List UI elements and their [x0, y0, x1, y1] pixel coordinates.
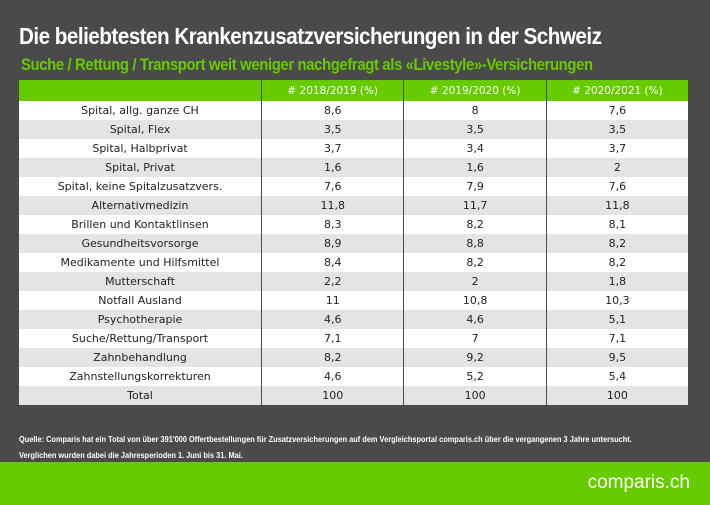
cell-value: 7 — [403, 329, 547, 348]
row-label: Medikamente und Hilfsmittel — [19, 253, 262, 272]
cell-value: 4,6 — [260, 310, 404, 329]
cell-value: 3,5 — [545, 120, 688, 139]
row-label: Notfall Ausland — [19, 291, 262, 310]
row-label: Gesundheitsvorsorge — [19, 234, 262, 253]
cell-value: 11,7 — [403, 196, 547, 215]
cell-value: 1,6 — [403, 158, 547, 177]
source-line: Verglichen wurden dabei die Jahresperiod… — [19, 450, 243, 460]
cell-value: 7,1 — [260, 329, 404, 348]
cell-value: 5,4 — [545, 367, 688, 386]
cell-value: 2,2 — [260, 272, 404, 291]
row-label: Brillen und Kontaktlinsen — [19, 215, 262, 234]
row-label: Spital, Halbprivat — [19, 139, 262, 158]
column-header — [19, 80, 262, 101]
cell-value: 8 — [403, 101, 547, 120]
cell-value: 3,4 — [403, 139, 547, 158]
cell-value: 8,2 — [403, 253, 547, 272]
source-note: Quelle: Comparis hat ein Total von über … — [19, 431, 632, 463]
table-row: Notfall Ausland 11 10,8 10,3 — [19, 291, 688, 310]
data-table: # 2018/2019 (%) # 2019/2020 (%) # 2020/202… — [19, 80, 688, 405]
cell-value: 11,8 — [545, 196, 688, 215]
cell-value: 1,6 — [260, 158, 404, 177]
source-line: Quelle: Comparis hat ein Total von über … — [19, 434, 632, 444]
row-label: Zahnstellungskorrekturen — [19, 367, 262, 386]
table-row: Medikamente und Hilfsmittel 8,4 8,2 8,2 — [19, 253, 688, 272]
table-row: Zahnbehandlung 8,2 9,2 9,5 — [19, 348, 688, 367]
table-row: Total 100 100 100 — [19, 386, 688, 405]
cell-value: 100 — [260, 386, 404, 405]
table-row: Spital, Halbprivat 3,7 3,4 3,7 — [19, 139, 688, 158]
column-header: # 2019/2020 (%) — [403, 80, 547, 101]
cell-value: 5,1 — [545, 310, 688, 329]
cell-value: 3,5 — [260, 120, 404, 139]
row-label: Total — [19, 386, 262, 405]
table-row: Alternativmedizin 11,8 11,7 11,8 — [19, 196, 688, 215]
cell-value: 8,2 — [545, 253, 688, 272]
cell-value: 1,8 — [545, 272, 688, 291]
row-label: Spital, Privat — [19, 158, 262, 177]
cell-value: 7,9 — [403, 177, 547, 196]
footer-band: comparis.ch — [0, 462, 710, 505]
row-label: Suche/Rettung/Transport — [19, 329, 262, 348]
cell-value: 8,4 — [260, 253, 404, 272]
column-header: # 2018/2019 (%) — [260, 80, 404, 101]
page-title: Die beliebtesten Krankenzusatzversicheru… — [19, 23, 602, 49]
table-row: Mutterschaft 2,2 2 1,8 — [19, 272, 688, 291]
table-row: Spital, Flex 3,5 3,5 3,5 — [19, 120, 688, 139]
cell-value: 100 — [403, 386, 547, 405]
cell-value: 3,5 — [403, 120, 547, 139]
row-label: Spital, allg. ganze CH — [19, 101, 262, 120]
table-header-row: # 2018/2019 (%) # 2019/2020 (%) # 2020/202… — [19, 80, 688, 101]
table-row: Spital, allg. ganze CH 8,6 8 7,6 — [19, 101, 688, 120]
row-label: Mutterschaft — [19, 272, 262, 291]
table-row: Suche/Rettung/Transport 7,1 7 7,1 — [19, 329, 688, 348]
row-label: Spital, keine Spitalzusatzvers. — [19, 177, 262, 196]
cell-value: 8,6 — [260, 101, 404, 120]
cell-value: 11,8 — [260, 196, 404, 215]
comparis-logo: comparis.ch — [587, 472, 690, 493]
cell-value: 8,2 — [545, 234, 688, 253]
row-label: Psychotherapie — [19, 310, 262, 329]
cell-value: 7,6 — [545, 101, 688, 120]
cell-value: 8,1 — [545, 215, 688, 234]
table-row: Brillen und Kontaktlinsen 8,3 8,2 8,1 — [19, 215, 688, 234]
cell-value: 2 — [545, 158, 688, 177]
cell-value: 9,5 — [545, 348, 688, 367]
cell-value: 8,2 — [403, 215, 547, 234]
cell-value: 3,7 — [260, 139, 404, 158]
table-row: Zahnstellungskorrekturen 4,6 5,2 5,4 — [19, 367, 688, 386]
column-header: # 2020/2021 (%) — [545, 80, 688, 101]
cell-value: 100 — [545, 386, 688, 405]
cell-value: 11 — [260, 291, 404, 310]
cell-value: 8,9 — [260, 234, 404, 253]
table-row: Spital, Privat 1,6 1,6 2 — [19, 158, 688, 177]
table-row: Gesundheitsvorsorge 8,9 8,8 8,2 — [19, 234, 688, 253]
cell-value: 3,7 — [545, 139, 688, 158]
row-label: Alternativmedizin — [19, 196, 262, 215]
cell-value: 5,2 — [403, 367, 547, 386]
cell-value: 10,8 — [403, 291, 547, 310]
cell-value: 7,6 — [545, 177, 688, 196]
cell-value: 4,6 — [403, 310, 547, 329]
row-label: Zahnbehandlung — [19, 348, 262, 367]
cell-value: 2 — [403, 272, 547, 291]
cell-value: 4,6 — [260, 367, 404, 386]
row-label: Spital, Flex — [19, 120, 262, 139]
cell-value: 8,2 — [260, 348, 404, 367]
cell-value: 9,2 — [403, 348, 547, 367]
cell-value: 7,1 — [545, 329, 688, 348]
cell-value: 8,3 — [260, 215, 404, 234]
cell-value: 10,3 — [545, 291, 688, 310]
cell-value: 8,8 — [403, 234, 547, 253]
cell-value: 7,6 — [260, 177, 404, 196]
table-row: Psychotherapie 4,6 4,6 5,1 — [19, 310, 688, 329]
page-subtitle: Suche / Rettung / Transport weit weniger… — [21, 56, 593, 74]
table-row: Spital, keine Spitalzusatzvers. 7,6 7,9 7,6 — [19, 177, 688, 196]
